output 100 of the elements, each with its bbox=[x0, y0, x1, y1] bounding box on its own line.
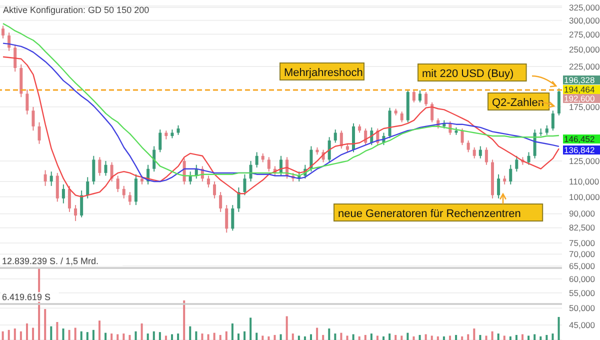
y-tick-label: 50,000 bbox=[569, 303, 596, 314]
bar bbox=[358, 336, 360, 340]
bar bbox=[92, 330, 94, 340]
bar bbox=[436, 336, 439, 340]
candlestick bbox=[557, 88, 560, 116]
bar bbox=[68, 330, 70, 340]
candlestick bbox=[472, 146, 476, 159]
bar bbox=[74, 328, 76, 340]
bar bbox=[237, 334, 240, 340]
bar bbox=[158, 332, 161, 340]
y-tick-label: 82,500 bbox=[569, 222, 596, 233]
bar bbox=[534, 334, 536, 340]
bar bbox=[540, 336, 542, 340]
bar bbox=[128, 334, 131, 340]
candlestick bbox=[176, 124, 180, 136]
bar bbox=[328, 328, 330, 340]
candlestick bbox=[237, 186, 240, 212]
bar bbox=[104, 332, 107, 340]
candlestick bbox=[231, 204, 234, 232]
bar bbox=[376, 336, 378, 340]
bar bbox=[485, 336, 488, 340]
bar bbox=[442, 336, 445, 340]
bar bbox=[448, 336, 451, 340]
candlestick bbox=[98, 156, 102, 176]
bar bbox=[231, 323, 234, 340]
ref-line-label: 6.419.619 S bbox=[2, 292, 51, 302]
bar bbox=[528, 336, 530, 340]
bar bbox=[110, 334, 113, 340]
bar bbox=[352, 334, 354, 340]
bar bbox=[497, 334, 500, 340]
bar bbox=[256, 332, 258, 340]
bar bbox=[98, 320, 100, 340]
y-tick-label: 225,000 bbox=[569, 62, 600, 72]
candlestick bbox=[206, 175, 210, 188]
y-tick-label: 110,000 bbox=[569, 176, 600, 186]
bar bbox=[400, 336, 403, 340]
bar bbox=[177, 334, 180, 340]
bar bbox=[140, 323, 143, 340]
bar bbox=[8, 330, 10, 340]
bar bbox=[280, 334, 282, 340]
bar bbox=[146, 334, 149, 340]
bar bbox=[50, 326, 52, 340]
candlestick bbox=[424, 92, 428, 106]
candlestick bbox=[527, 152, 530, 166]
bar bbox=[32, 328, 34, 340]
bar bbox=[304, 336, 306, 340]
bar bbox=[2, 331, 4, 340]
bar bbox=[26, 323, 28, 340]
candlestick bbox=[334, 129, 337, 144]
candlestick bbox=[32, 106, 35, 132]
candlestick bbox=[86, 176, 90, 199]
bar bbox=[334, 334, 336, 340]
y-tick-label: 275,000 bbox=[569, 29, 600, 40]
candlestick bbox=[418, 90, 422, 103]
bar bbox=[14, 328, 16, 340]
y-tick-label: 75,000 bbox=[569, 238, 596, 248]
y-tick-label: 45,000 bbox=[569, 320, 596, 330]
candlestick bbox=[267, 156, 270, 172]
candlestick bbox=[158, 129, 162, 153]
candlestick bbox=[400, 111, 404, 123]
bar bbox=[171, 334, 174, 340]
y-tick-label: 70,000 bbox=[569, 249, 596, 260]
bar bbox=[262, 336, 264, 340]
candlestick bbox=[74, 204, 78, 222]
candlestick bbox=[352, 122, 356, 153]
candlestick bbox=[80, 190, 84, 218]
bar bbox=[491, 331, 494, 340]
y-tick-label: 175,000 bbox=[569, 102, 600, 112]
candlestick bbox=[128, 192, 132, 206]
annotation: neue Generatoren für Rechenzentren bbox=[338, 208, 521, 220]
candlestick bbox=[551, 110, 554, 132]
bar bbox=[522, 334, 524, 340]
bar bbox=[503, 336, 506, 340]
bar bbox=[406, 332, 409, 340]
bar bbox=[558, 316, 560, 340]
ref-line-label: 12.839.239 S. / 1,5 Mrd. bbox=[2, 256, 99, 266]
candlestick bbox=[255, 152, 258, 168]
y-tick-label: 250,000 bbox=[569, 44, 600, 55]
bar bbox=[346, 336, 348, 340]
bar bbox=[310, 334, 312, 340]
bar bbox=[316, 328, 318, 340]
bar bbox=[244, 331, 246, 340]
bar bbox=[370, 334, 372, 340]
candlestick bbox=[509, 164, 512, 185]
candlestick bbox=[219, 192, 222, 212]
bar bbox=[86, 332, 88, 340]
candlestick bbox=[62, 184, 65, 204]
candlestick bbox=[50, 171, 53, 186]
text: 196,328 bbox=[564, 75, 595, 85]
bar bbox=[207, 334, 210, 340]
bar bbox=[388, 334, 391, 340]
bar bbox=[546, 334, 548, 340]
candlestick bbox=[484, 146, 488, 166]
bar bbox=[455, 334, 458, 340]
candlestick bbox=[213, 180, 216, 199]
bar bbox=[219, 334, 222, 340]
bar bbox=[20, 331, 22, 340]
bar bbox=[298, 336, 300, 340]
bar bbox=[122, 334, 125, 340]
bar bbox=[461, 336, 464, 340]
